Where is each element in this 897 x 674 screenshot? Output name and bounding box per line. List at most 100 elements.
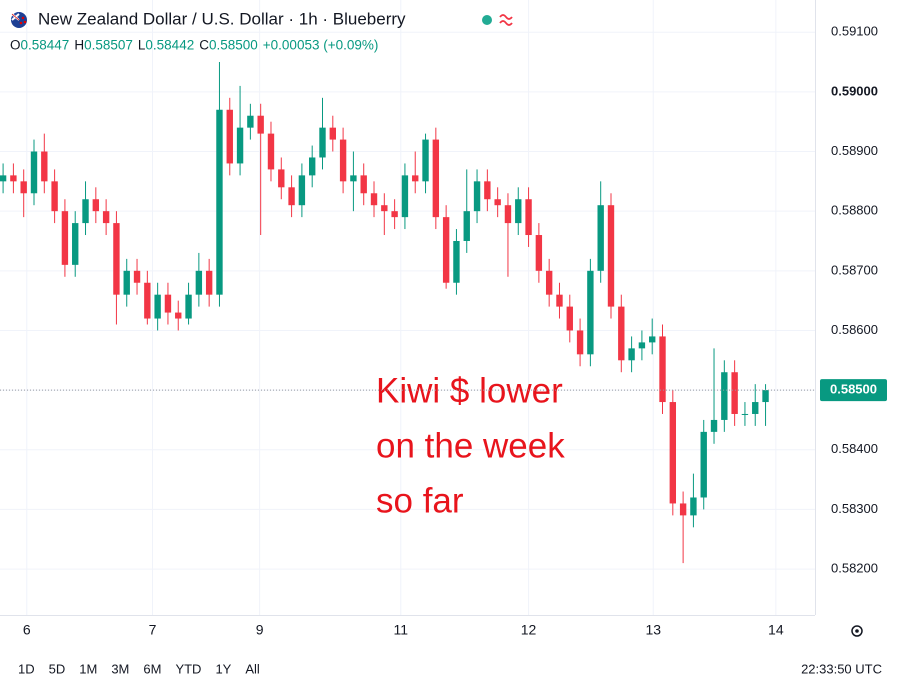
range-button[interactable]: 1D: [18, 661, 35, 674]
candle-body: [535, 235, 543, 271]
candle-body: [473, 181, 481, 212]
candle-body: [422, 139, 429, 182]
candle-body: [82, 199, 89, 224]
x-tick-label: 6: [23, 622, 31, 638]
grid: [0, 0, 815, 615]
candle-body: [0, 175, 7, 182]
stat-change: +0.00053 (+0.09%): [263, 38, 379, 53]
range-button[interactable]: All: [245, 661, 260, 674]
candle-body: [30, 151, 38, 194]
last-price-label: 0.58500: [830, 382, 877, 397]
candle-body: [463, 211, 470, 241]
y-axis: 0.59100 0.59000 0.58900 0.58800 0.58700 0.586…: [0, 24, 887, 576]
candle-body: [308, 157, 316, 176]
chart-title: New Zealand Dollar / U.S. Dollar · 1h · …: [38, 9, 406, 28]
candle-body: [515, 199, 522, 224]
ohlc-stats: O 0.58447 H 0.58507 L 0.58442 C 0.58500 +0.00053…: [10, 38, 378, 53]
x-tick-label: 9: [256, 622, 264, 638]
y-tick-label: 0.58700: [831, 262, 878, 277]
settings-button[interactable]: [851, 625, 863, 637]
x-axis: 6 7 9 11 12 13 14: [23, 622, 784, 638]
candle-body: [133, 270, 141, 283]
y-tick-label: 0.58400: [831, 441, 878, 456]
annotation-line: Kiwi $ lower: [376, 371, 563, 410]
candle-body: [391, 211, 398, 218]
candle-body: [649, 336, 656, 343]
candle-body: [20, 181, 27, 194]
candle-body: [205, 270, 213, 295]
candle-body: [597, 205, 604, 271]
candle-body: [288, 187, 295, 206]
candle-body: [113, 223, 120, 295]
stat-value: 0.58447: [21, 38, 70, 53]
candle-body: [278, 169, 285, 188]
annotation-line: on the week: [376, 426, 565, 465]
range-button[interactable]: 3M: [111, 661, 129, 674]
range-button[interactable]: 1M: [79, 661, 97, 674]
candle-body: [92, 199, 100, 212]
candle-body: [618, 306, 625, 361]
y-tick-label: 0.58800: [831, 203, 878, 218]
candle-body: [504, 205, 512, 224]
candle-body: [226, 109, 233, 164]
candle-body: [721, 372, 728, 420]
candle-body: [61, 211, 69, 265]
range-button[interactable]: YTD: [175, 661, 201, 674]
candle-body: [298, 175, 306, 206]
stat-key: C: [199, 38, 209, 53]
candle-body: [762, 390, 769, 403]
range-button[interactable]: 1Y: [215, 661, 231, 674]
stat-value: 0.58507: [84, 38, 133, 53]
candle-body: [432, 139, 440, 218]
market-status: [482, 15, 492, 25]
candle-body: [51, 181, 58, 212]
candle-body: [525, 199, 532, 236]
candle-body: [442, 217, 450, 283]
candle-body: [257, 115, 264, 134]
candle-body: [710, 419, 718, 432]
candle-body: [175, 312, 182, 319]
candle-body: [154, 294, 161, 319]
candle-body: [401, 175, 409, 218]
y-tick-label: 0.58900: [831, 143, 878, 158]
candle-body: [607, 205, 615, 307]
candle-body: [216, 109, 223, 295]
candle-body: [236, 127, 244, 164]
candle-body: [628, 348, 635, 361]
candle-body: [195, 270, 203, 295]
range-button[interactable]: 5D: [49, 661, 66, 674]
toolbar: 1D 5D 1M 3M 6M YTD 1Y All 22:33:50 UTC: [18, 661, 882, 674]
candle-body: [412, 175, 419, 182]
candle-body: [339, 139, 347, 182]
candle-body: [741, 413, 749, 415]
candle-body: [587, 270, 594, 355]
candle-body: [10, 175, 17, 182]
clock: 22:33:50 UTC: [801, 661, 882, 674]
candle-body: [41, 151, 48, 182]
candle-body: [164, 294, 172, 313]
candles: [0, 62, 769, 564]
candle-body: [566, 306, 573, 331]
candle-body: [576, 330, 584, 355]
y-tick-label: 0.58200: [831, 561, 878, 576]
candle-body: [144, 282, 151, 319]
candle-body: [752, 402, 759, 414]
candle-body: [453, 240, 460, 283]
range-button[interactable]: 6M: [143, 661, 161, 674]
x-tick-label: 14: [768, 622, 784, 638]
candle-body: [72, 223, 79, 265]
candle-body: [731, 372, 738, 414]
candle-body: [350, 175, 357, 182]
x-tick-label: 7: [149, 622, 157, 638]
y-tick-label: 0.59000: [831, 83, 878, 98]
x-tick-label: 12: [521, 622, 537, 638]
candle-body: [267, 133, 275, 170]
annotation-line: so far: [376, 481, 464, 520]
stat-key: H: [74, 38, 84, 53]
stat-value: 0.58500: [209, 38, 258, 53]
candle-body: [370, 193, 378, 206]
candle-body: [185, 294, 192, 319]
candle-body: [669, 402, 677, 504]
candle-body: [556, 294, 563, 307]
